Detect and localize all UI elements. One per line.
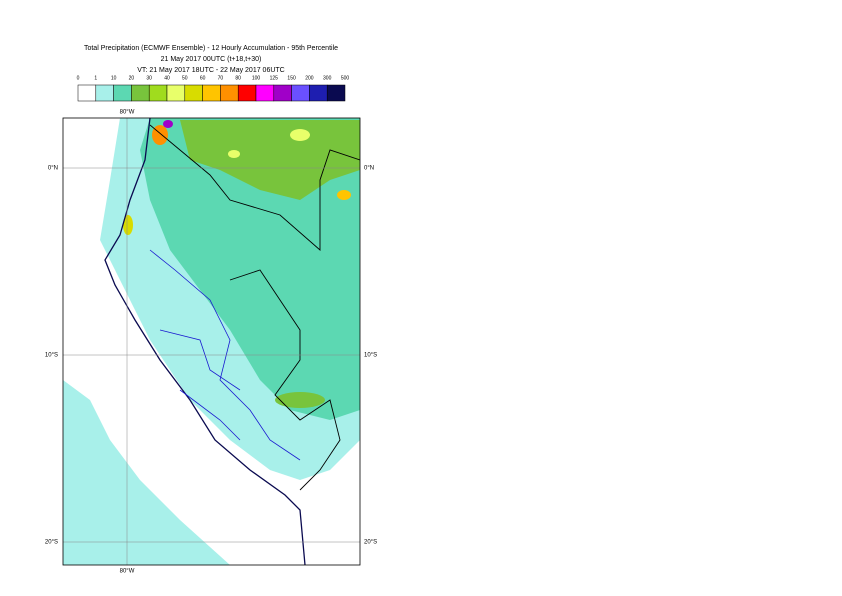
graticule: 80°W 80°W 0°N 0°N 10°S 10°S 20°S 20°S — [45, 110, 377, 575]
legend-label: 300 — [323, 75, 332, 81]
legend-label: 30 — [146, 75, 152, 81]
lat-label: 20°S — [364, 540, 377, 546]
precip-cell — [337, 190, 351, 200]
legend-swatch — [113, 84, 132, 102]
legend-label: 50 — [182, 75, 188, 81]
lat-label: 0°N — [48, 166, 58, 172]
subtitle: 21 May 2017 00UTC (t+18,t+30) — [161, 56, 262, 63]
lon-label: 80°W — [120, 569, 135, 575]
precip-cell — [290, 129, 310, 141]
legend-swatch — [166, 84, 186, 102]
map-frame — [62, 117, 361, 566]
legend-swatch — [184, 84, 203, 102]
legend-label: 20 — [129, 75, 135, 81]
legend-label: 60 — [200, 75, 206, 81]
legend-label: 150 — [287, 75, 296, 81]
legend-label: 100 — [252, 75, 261, 81]
title: Total Precipitation (ECMWF Ensemble) - 1… — [84, 45, 338, 52]
legend-label: 500 — [341, 75, 350, 81]
precip-cell — [123, 215, 133, 235]
legend-swatch — [273, 84, 292, 102]
precip-cell — [228, 150, 240, 158]
lat-label: 0°N — [364, 166, 374, 172]
legend-label: 0 — [77, 75, 80, 81]
legend-label: 125 — [270, 75, 279, 81]
lat-label: 10°S — [364, 353, 377, 359]
legend-swatch — [202, 84, 221, 102]
legend-label: 10 — [111, 75, 117, 81]
legend: 0 1 10 20 30 40 50 60 70 80 100 125 150 200 300 500 — [77, 75, 350, 102]
legend-label: 70 — [218, 75, 224, 81]
legend-swatch — [95, 84, 114, 102]
legend-swatch — [131, 84, 150, 102]
ocean-precip — [63, 380, 230, 565]
valid-time: VT: 21 May 2017 18UTC - 22 May 2017 06UT… — [137, 67, 284, 74]
coastline — [104, 118, 306, 565]
country-borders — [149, 124, 360, 491]
legend-label: 200 — [305, 75, 314, 81]
legend-swatch — [291, 84, 310, 102]
legend-swatch — [148, 84, 168, 102]
legend-swatch — [237, 84, 257, 102]
lat-label: 10°S — [45, 353, 58, 359]
legend-swatch — [255, 84, 275, 102]
precip-cell — [152, 125, 168, 145]
heavy-precip — [180, 120, 360, 200]
legend-label: 80 — [235, 75, 241, 81]
lon-label: 80°W — [120, 110, 135, 116]
precip-cell — [275, 392, 325, 408]
legend-swatch — [326, 84, 346, 102]
precip-cell — [163, 120, 173, 128]
lat-label: 20°S — [45, 540, 58, 546]
legend-swatch — [77, 84, 97, 102]
legend-label: 1 — [94, 75, 97, 81]
legend-swatch — [309, 84, 328, 102]
map-body — [63, 118, 360, 565]
legend-swatch — [220, 84, 239, 102]
legend-label: 40 — [164, 75, 170, 81]
